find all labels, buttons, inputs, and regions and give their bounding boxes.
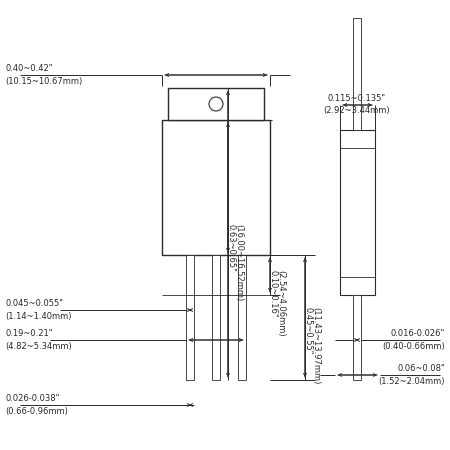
Text: 0.45~0.55": 0.45~0.55"	[303, 307, 312, 355]
Text: 0.19~0.21": 0.19~0.21"	[5, 329, 53, 338]
Bar	[168, 88, 264, 120]
Bar	[238, 255, 246, 380]
Text: (0.40-0.66mm): (0.40-0.66mm)	[382, 342, 445, 351]
Text: 0.026-0.038": 0.026-0.038"	[5, 394, 59, 403]
Bar	[353, 18, 361, 130]
Text: 0.40~0.42": 0.40~0.42"	[5, 64, 53, 73]
Text: (1.14~1.40mm): (1.14~1.40mm)	[5, 312, 72, 321]
Bar	[353, 295, 361, 380]
Text: 0.06~0.08": 0.06~0.08"	[397, 364, 445, 373]
Bar	[340, 130, 375, 295]
Text: (2.54~4.06mm): (2.54~4.06mm)	[276, 270, 285, 337]
Text: (11.43~13.97mm): (11.43~13.97mm)	[311, 307, 320, 384]
Text: 0.115~0.135": 0.115~0.135"	[328, 94, 386, 103]
Text: 0.10~0.16": 0.10~0.16"	[269, 270, 278, 318]
Bar	[186, 255, 194, 380]
Text: (2.92~3.44mm): (2.92~3.44mm)	[324, 106, 390, 115]
Text: (16.00~16.52mm): (16.00~16.52mm)	[234, 224, 243, 301]
Text: (10.15~10.67mm): (10.15~10.67mm)	[5, 77, 82, 86]
Text: 0.63~0.65": 0.63~0.65"	[226, 224, 235, 272]
Bar	[162, 120, 270, 255]
Text: (1.52~2.04mm): (1.52~2.04mm)	[378, 377, 445, 386]
Text: (0.66-0.96mm): (0.66-0.96mm)	[5, 407, 68, 416]
Text: (4.82~5.34mm): (4.82~5.34mm)	[5, 342, 72, 351]
Bar	[212, 255, 220, 380]
Text: 0.045~0.055": 0.045~0.055"	[5, 299, 63, 308]
Text: 0.016-0.026": 0.016-0.026"	[391, 329, 445, 338]
